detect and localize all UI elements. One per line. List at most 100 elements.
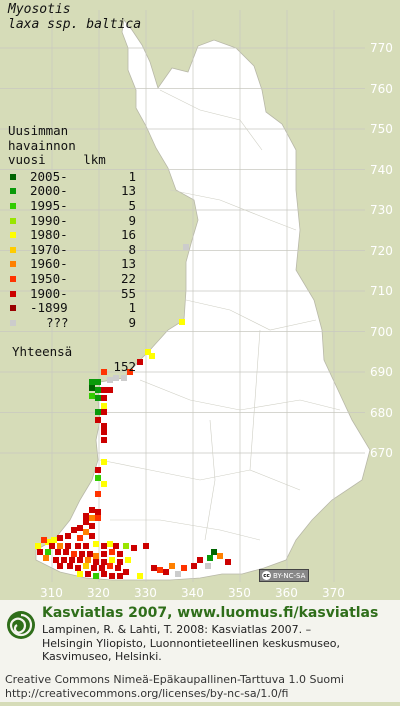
legend-row: ??? 9 xyxy=(8,315,136,331)
observation-dot xyxy=(77,571,83,577)
observation-dot xyxy=(95,409,101,415)
observation-dot xyxy=(115,565,121,571)
observation-dot xyxy=(95,467,101,473)
observation-dot xyxy=(89,507,95,513)
observation-dot xyxy=(89,379,95,385)
observation-dot xyxy=(101,369,107,375)
observation-dot xyxy=(131,545,137,551)
legend-swatch xyxy=(10,188,16,195)
y-axis-label: 680 xyxy=(370,405,393,420)
observation-dot xyxy=(179,319,185,325)
legend-period: 1900- xyxy=(30,285,68,301)
observation-dot xyxy=(57,535,63,541)
legend: Uusimman havainnon vuosi lkm 2005- 1 2000-… xyxy=(8,123,136,374)
observation-dot xyxy=(101,403,107,409)
observation-dot xyxy=(127,369,133,375)
observation-dot xyxy=(89,523,95,529)
observation-dot xyxy=(85,557,91,563)
observation-dot xyxy=(93,559,99,565)
observation-dot xyxy=(37,549,43,555)
kasviatlas-logo-icon xyxy=(7,611,35,639)
observation-dot xyxy=(89,385,95,391)
legend-swatch xyxy=(10,290,16,297)
observation-dot xyxy=(191,563,197,569)
y-axis-label: 700 xyxy=(370,324,393,339)
legend-period: 2000- xyxy=(30,183,68,199)
y-axis-label: 690 xyxy=(370,365,393,379)
observation-dot xyxy=(95,395,101,401)
coordinate-grid xyxy=(0,10,365,582)
observation-dot xyxy=(101,459,107,465)
observation-dot xyxy=(77,525,83,531)
observation-dot xyxy=(109,557,115,563)
legend-swatch xyxy=(10,202,16,209)
observation-dot xyxy=(109,549,115,555)
legend-count: 13 xyxy=(120,256,136,272)
observation-dot xyxy=(41,537,47,543)
observation-dot xyxy=(69,557,75,563)
observation-dot xyxy=(101,423,107,429)
legend-count: 55 xyxy=(120,285,136,301)
observation-dot xyxy=(101,559,107,565)
footer-title[interactable]: Kasviatlas 2007, www.luomus.fi/kasviatla… xyxy=(42,605,379,621)
observation-dot xyxy=(83,513,89,519)
observation-dot xyxy=(93,541,99,547)
legend-count: 9 xyxy=(128,314,136,330)
footer-citation: Lampinen, R. & Lahti, T. 2008: Kasviatla… xyxy=(42,623,340,663)
x-axis-label: 320 xyxy=(87,586,110,600)
observation-dot xyxy=(95,379,101,385)
observation-dot xyxy=(85,571,91,577)
observation-dot xyxy=(101,551,107,557)
legend-count: 9 xyxy=(128,212,136,228)
footer-license[interactable]: Creative Commons Nimeä-Epäkaupallinen-Ta… xyxy=(5,673,344,700)
observation-dot xyxy=(89,533,95,539)
observation-dot xyxy=(101,429,107,435)
observation-dot xyxy=(99,565,105,571)
legend-swatch xyxy=(10,217,16,224)
legend-total: Yhteensä 152 xyxy=(12,343,136,374)
observation-dot xyxy=(113,375,119,381)
observation-dot xyxy=(49,543,55,549)
observation-dot xyxy=(151,565,157,571)
y-axis-label: 730 xyxy=(370,203,393,217)
legend-swatch xyxy=(10,246,16,253)
observation-dot xyxy=(45,549,51,555)
y-axis-label: 670 xyxy=(370,446,393,460)
observation-dot xyxy=(123,569,129,575)
observation-dot xyxy=(35,543,41,549)
legend-count: 8 xyxy=(128,241,136,257)
observation-dot xyxy=(89,515,95,521)
observation-dot xyxy=(181,565,187,571)
observation-dot xyxy=(117,551,123,557)
observation-dot xyxy=(137,573,143,579)
observation-dot xyxy=(169,563,175,569)
observation-dot xyxy=(95,417,101,423)
x-axis-label: 350 xyxy=(228,586,251,600)
legend-swatch xyxy=(10,261,16,268)
observation-dot xyxy=(75,565,81,571)
observation-dot xyxy=(101,571,107,577)
legend-row: 1970- 8 xyxy=(8,241,136,258)
legend-row: 1900- 55 xyxy=(8,285,136,302)
observation-dot xyxy=(107,541,113,547)
legend-count: 13 xyxy=(120,183,136,199)
observation-dot xyxy=(137,359,143,365)
legend-period: 1970- xyxy=(30,241,68,257)
observation-dot xyxy=(83,543,89,549)
observation-dot xyxy=(145,349,151,355)
legend-count: 1 xyxy=(128,300,136,316)
observation-dot xyxy=(207,555,213,561)
observation-dot xyxy=(93,553,99,559)
observation-dot xyxy=(95,491,101,497)
cc-license-badge[interactable]: cc BY-NC-SA xyxy=(259,569,309,582)
observation-dot xyxy=(205,563,211,569)
cc-icon: cc xyxy=(262,571,271,580)
observation-dot xyxy=(117,559,123,565)
legend-row: 1995- 5 xyxy=(8,198,136,214)
observation-dot xyxy=(117,573,123,579)
legend-swatch xyxy=(10,232,16,239)
legend-row: 1950- 22 xyxy=(8,271,136,287)
legend-period: -1899 xyxy=(30,300,68,316)
observation-dot xyxy=(225,559,231,565)
